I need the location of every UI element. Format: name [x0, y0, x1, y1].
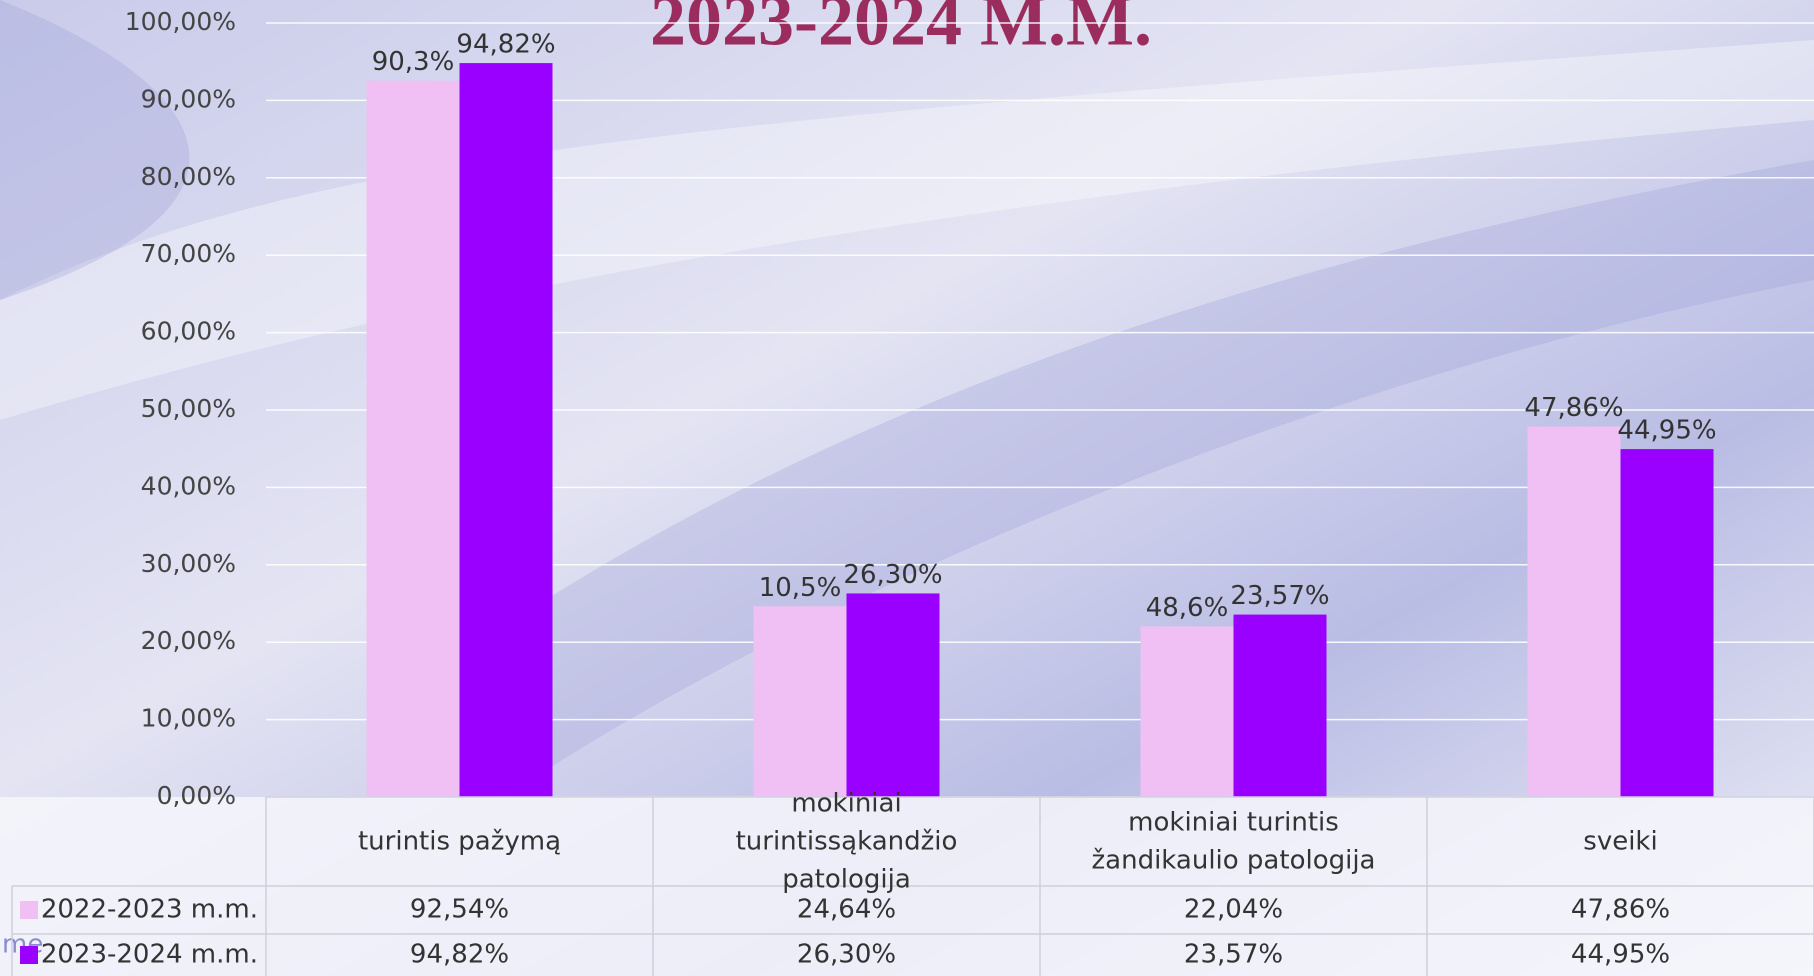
bar: [1233, 614, 1327, 797]
y-tick-label: 50,00%: [141, 394, 236, 423]
data-label: 23,57%: [1230, 581, 1329, 611]
x-tick-label: sveiki: [1583, 826, 1657, 856]
bar: [753, 606, 847, 797]
table-value: 24,64%: [797, 895, 896, 925]
bar: [459, 63, 553, 797]
y-tick-label: 100,00%: [125, 7, 236, 36]
data-label: 47,86%: [1524, 393, 1623, 423]
decor: [0, 0, 190, 300]
y-tick-label: 20,00%: [141, 626, 236, 655]
x-tick-label: mokiniai turintissąkandžio patologija: [736, 788, 958, 894]
bar: [1527, 426, 1621, 797]
table-value: 44,95%: [1571, 940, 1670, 970]
data-label: 44,95%: [1617, 416, 1716, 446]
y-tick-label: 80,00%: [141, 162, 236, 191]
y-tick-label: 40,00%: [141, 471, 236, 500]
data-label: 10,5%: [759, 573, 842, 603]
legend-label: 2023-2024 m.m.: [41, 940, 258, 970]
y-tick-label: 10,00%: [141, 704, 236, 733]
y-tick-label: 70,00%: [141, 239, 236, 268]
bar: [1140, 626, 1234, 797]
legend-swatch: [20, 946, 38, 964]
y-tick-label: 30,00%: [141, 549, 236, 578]
data-label: 48,6%: [1146, 593, 1229, 623]
bar: [366, 80, 460, 797]
table-value: 92,54%: [410, 895, 509, 925]
data-label: 26,30%: [843, 560, 942, 590]
chart-title: 2023-2024 M.M.: [650, 0, 1152, 61]
data-label: 94,82%: [456, 30, 555, 60]
decor: [0, 40, 1814, 420]
table-value: 23,57%: [1184, 940, 1283, 970]
bar: [1620, 449, 1714, 797]
data-label: 90,3%: [372, 47, 455, 77]
table-value: 94,82%: [410, 940, 509, 970]
table-value: 26,30%: [797, 940, 896, 970]
legend-swatch: [20, 901, 38, 919]
x-tick-label: mokiniai turintis žandikaulio patologija: [1092, 807, 1376, 875]
bar: [846, 593, 940, 797]
table-value: 47,86%: [1571, 895, 1670, 925]
y-tick-label: 60,00%: [141, 317, 236, 346]
y-tick-label: 90,00%: [141, 84, 236, 113]
legend-label: 2022-2023 m.m.: [41, 895, 258, 925]
table-value: 22,04%: [1184, 895, 1283, 925]
y-tick-label: 0,00%: [157, 781, 236, 810]
x-tick-label: turintis pažymą: [358, 826, 561, 856]
